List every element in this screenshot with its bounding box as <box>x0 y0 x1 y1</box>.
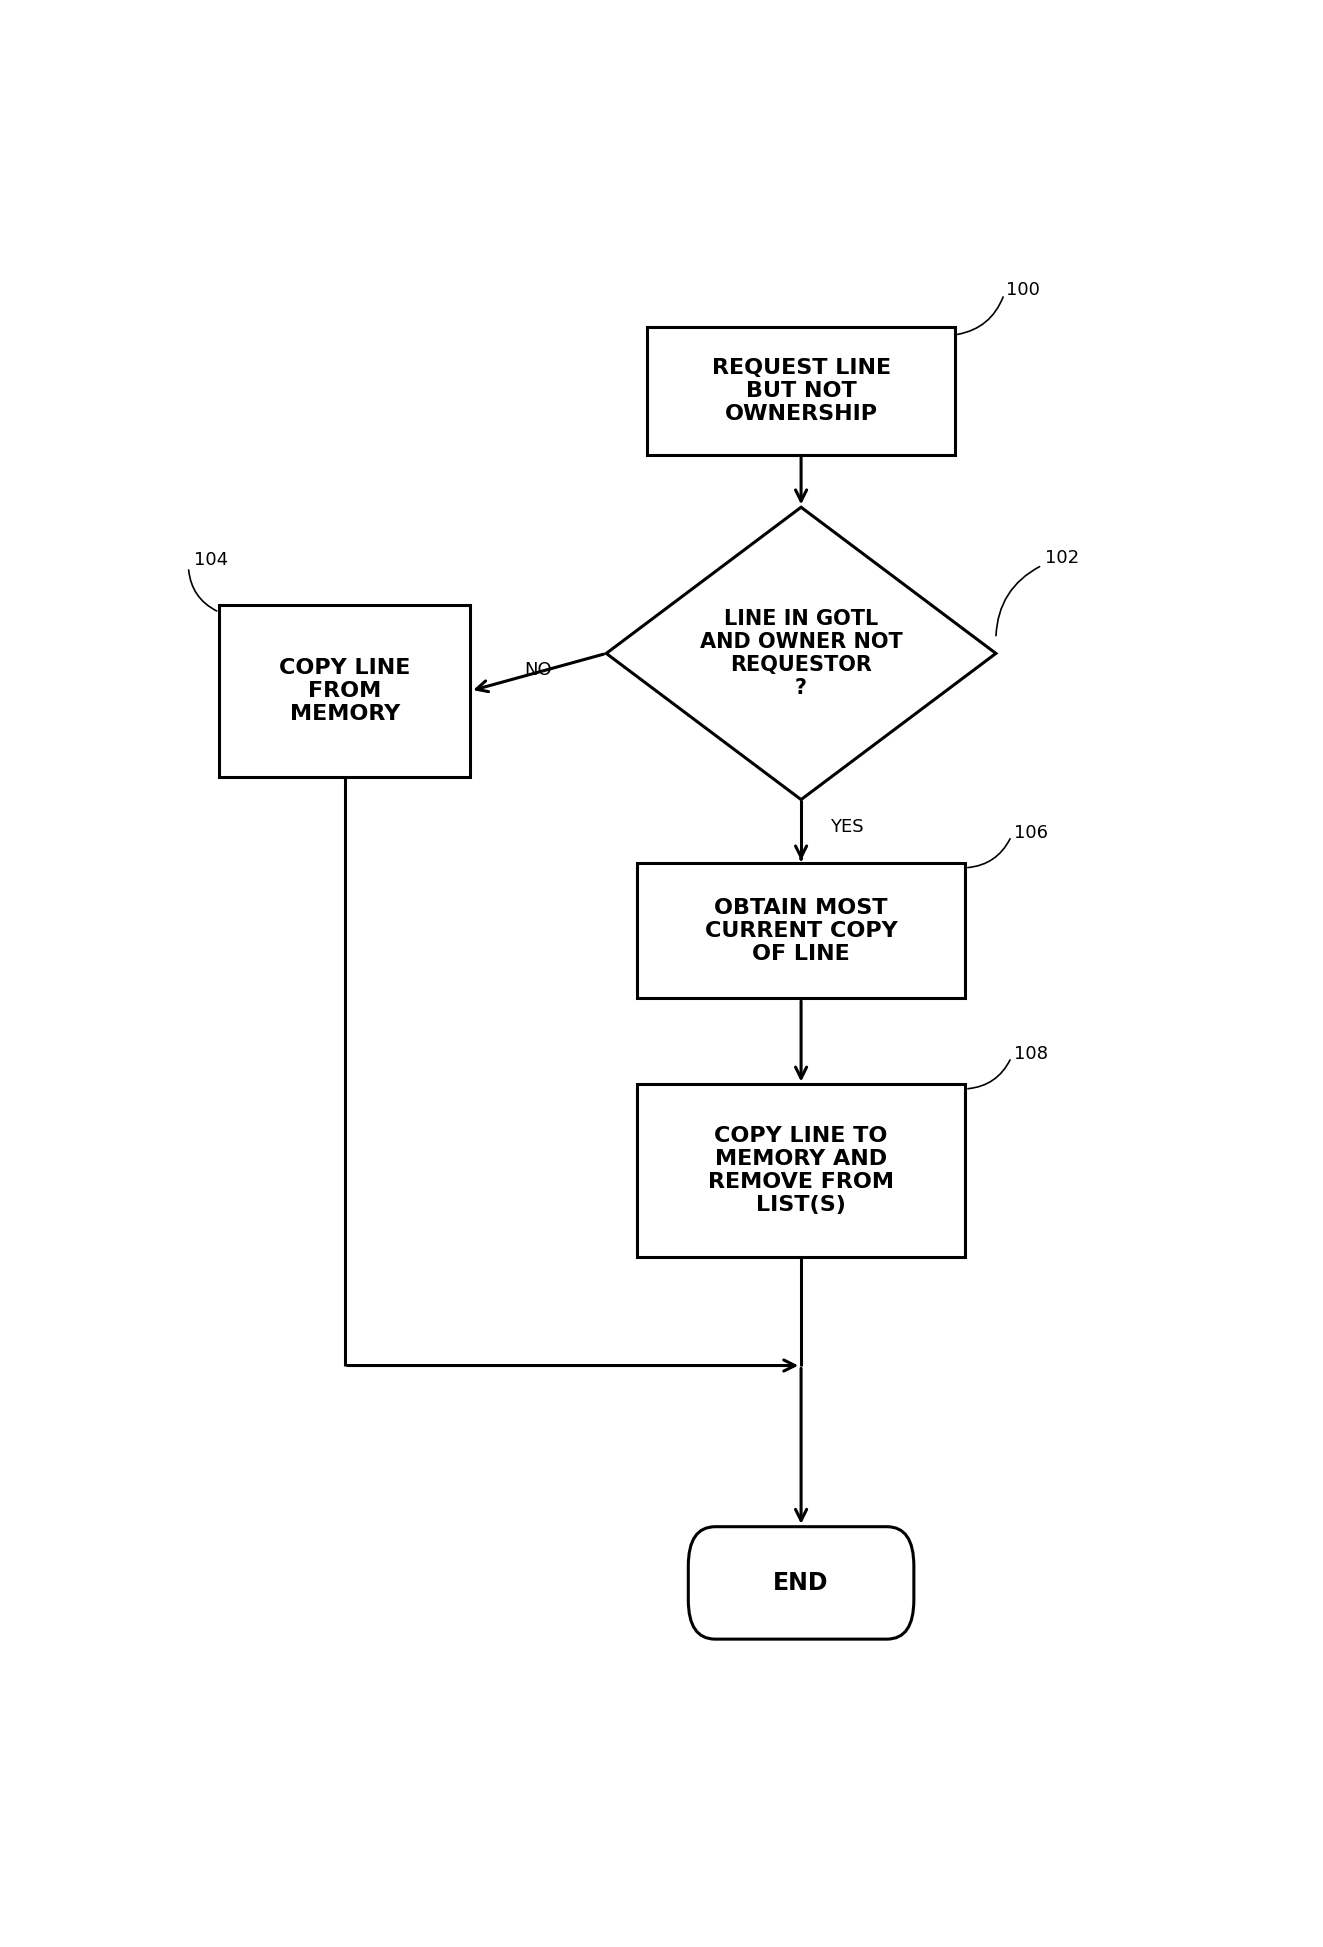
FancyBboxPatch shape <box>638 863 966 999</box>
Text: REQUEST LINE
BUT NOT
OWNERSHIP: REQUEST LINE BUT NOT OWNERSHIP <box>712 358 890 424</box>
Text: END: END <box>774 1571 828 1595</box>
Text: NO: NO <box>524 660 552 680</box>
Text: 104: 104 <box>193 551 228 569</box>
Polygon shape <box>606 508 996 800</box>
FancyBboxPatch shape <box>220 606 471 777</box>
Text: 108: 108 <box>1015 1046 1048 1063</box>
Text: OBTAIN MOST
CURRENT COPY
OF LINE: OBTAIN MOST CURRENT COPY OF LINE <box>705 898 897 964</box>
FancyBboxPatch shape <box>638 1084 966 1258</box>
FancyBboxPatch shape <box>688 1526 914 1639</box>
Text: COPY LINE
FROM
MEMORY: COPY LINE FROM MEMORY <box>279 658 410 724</box>
Text: YES: YES <box>830 818 864 835</box>
Text: 106: 106 <box>1015 824 1048 843</box>
Text: COPY LINE TO
MEMORY AND
REMOVE FROM
LIST(S): COPY LINE TO MEMORY AND REMOVE FROM LIST… <box>708 1125 894 1215</box>
FancyBboxPatch shape <box>647 327 955 456</box>
Text: 102: 102 <box>1045 549 1080 567</box>
Text: 100: 100 <box>1007 280 1040 298</box>
Text: LINE IN GOTL
AND OWNER NOT
REQUESTOR
?: LINE IN GOTL AND OWNER NOT REQUESTOR ? <box>700 609 902 699</box>
